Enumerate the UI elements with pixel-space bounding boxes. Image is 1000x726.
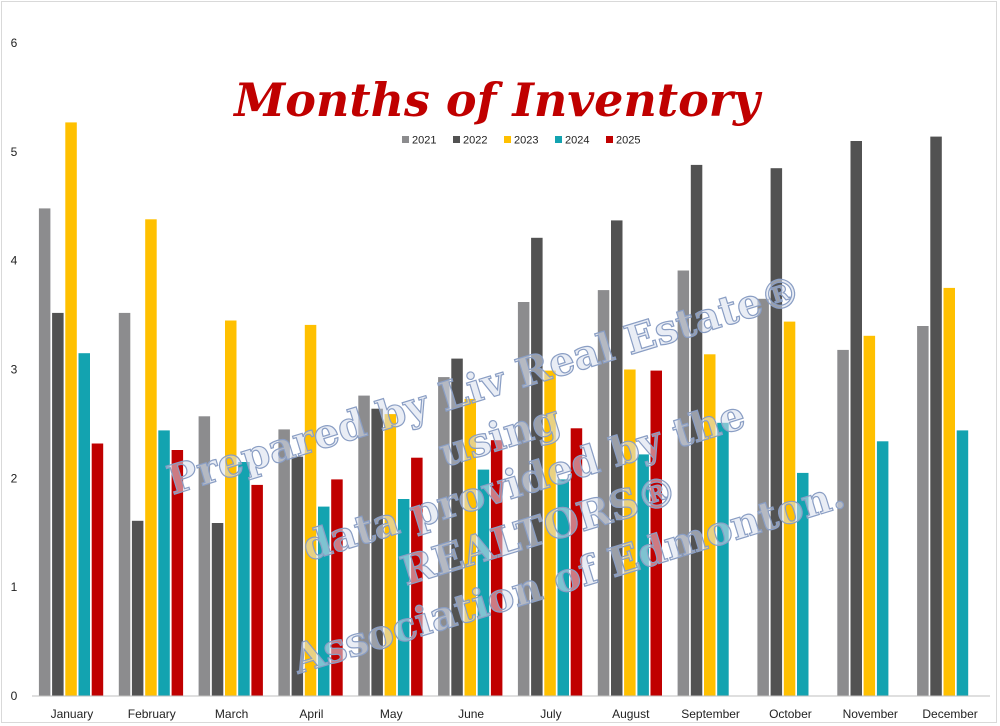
bar-2024-january — [78, 353, 90, 696]
bar-2023-may — [384, 414, 397, 696]
legend-swatch — [504, 136, 511, 143]
bar-2024-july — [557, 479, 569, 696]
legend-label: 2025 — [616, 135, 640, 147]
bar-2022-january — [52, 312, 64, 696]
bar-2023-december — [943, 287, 955, 696]
bar-2023-june — [464, 398, 476, 696]
bar-2025-february — [171, 450, 184, 696]
legend-item-2021: 2021 — [402, 135, 436, 147]
y-axis: 0 1 2 3 4 5 6 — [11, 36, 18, 703]
bar-2025-march — [251, 484, 263, 696]
bar-2022-march — [211, 523, 224, 696]
bar-2025-july — [570, 428, 583, 696]
bar-2023-march — [225, 320, 237, 696]
bar-2022-october — [770, 168, 783, 696]
x-tick-label: May — [380, 707, 403, 721]
x-tick-label: October — [769, 707, 812, 721]
bar-2022-december — [930, 136, 942, 697]
bar-2023-september — [704, 354, 716, 696]
bar-2022-september — [690, 164, 703, 696]
legend-label: 2021 — [412, 135, 436, 147]
bar-group — [38, 122, 969, 697]
bar-2024-june — [477, 469, 490, 696]
chart-title: Months of Inventory — [232, 73, 763, 127]
bar-2024-may — [397, 499, 410, 696]
bar-2022-may — [371, 408, 383, 696]
x-tick-label: July — [540, 707, 561, 721]
legend-label: 2022 — [463, 135, 487, 147]
bar-2023-november — [863, 335, 876, 696]
bar-2022-june — [451, 358, 463, 696]
bar-2021-january — [38, 208, 51, 696]
bar-2022-july — [531, 237, 543, 697]
bar-2024-october — [797, 472, 809, 696]
y-tick-label: 6 — [11, 36, 18, 50]
legend-swatch — [402, 136, 409, 143]
bar-2022-august — [611, 220, 623, 696]
bar-2021-november — [837, 349, 849, 696]
legend-swatch — [555, 136, 562, 143]
bar-2025-may — [411, 457, 423, 696]
legend-swatch — [453, 136, 460, 143]
legend-item-2024: 2024 — [555, 135, 589, 147]
x-tick-label: February — [128, 707, 176, 721]
x-tick-label: April — [299, 707, 323, 721]
bar-2025-january — [91, 443, 104, 696]
bar-2021-april — [278, 429, 290, 696]
bar-2024-september — [717, 422, 729, 696]
bar-2021-june — [438, 377, 450, 696]
bar-2021-july — [517, 302, 530, 696]
bar-2021-march — [198, 416, 211, 696]
bar-2023-april — [304, 324, 317, 696]
legend-item-2023: 2023 — [504, 135, 538, 147]
x-tick-label: January — [51, 707, 94, 721]
bar-2025-june — [490, 440, 503, 696]
bar-2021-october — [757, 298, 769, 696]
bar-2022-april — [291, 456, 304, 696]
bar-2021-february — [118, 312, 131, 696]
legend-item-2022: 2022 — [453, 135, 487, 147]
bar-2023-august — [624, 369, 636, 696]
bar-2023-january — [65, 122, 77, 696]
bar-2024-december — [956, 430, 969, 696]
y-tick-label: 5 — [11, 145, 18, 159]
x-tick-label: March — [215, 707, 248, 721]
y-tick-label: 2 — [11, 471, 18, 485]
y-tick-label: 0 — [11, 689, 18, 703]
bar-2025-august — [650, 370, 662, 696]
bar-2021-may — [358, 395, 370, 696]
bar-2022-february — [131, 520, 144, 696]
bar-2023-july — [544, 370, 556, 696]
x-tick-label: November — [843, 707, 898, 721]
bar-2024-march — [238, 462, 250, 696]
y-tick-label: 4 — [11, 254, 18, 268]
bar-2025-april — [331, 479, 343, 696]
legend-item-2025: 2025 — [606, 135, 640, 147]
y-tick-label: 1 — [11, 580, 18, 594]
bar-2024-april — [318, 506, 330, 696]
x-tick-label: December — [922, 707, 977, 721]
legend-label: 2024 — [565, 135, 589, 147]
x-tick-label: September — [681, 707, 740, 721]
x-axis: January February March April May June July Augu… — [51, 707, 978, 721]
legend-label: 2023 — [514, 135, 538, 147]
y-tick-label: 3 — [11, 363, 18, 377]
legend-swatch — [606, 136, 613, 143]
bar-2024-august — [637, 454, 649, 696]
legend: 2021 2022 2023 2024 2025 — [402, 135, 640, 147]
bar-2023-october — [783, 321, 796, 696]
x-tick-label: June — [458, 707, 484, 721]
bar-2024-november — [876, 441, 889, 696]
bar-2024-february — [158, 430, 170, 696]
bar-2023-february — [145, 219, 157, 697]
bar-2022-november — [850, 141, 862, 696]
bar-2021-august — [597, 290, 610, 696]
bar-2021-december — [917, 326, 929, 696]
bar-2021-september — [677, 270, 690, 696]
x-tick-label: August — [612, 707, 650, 721]
